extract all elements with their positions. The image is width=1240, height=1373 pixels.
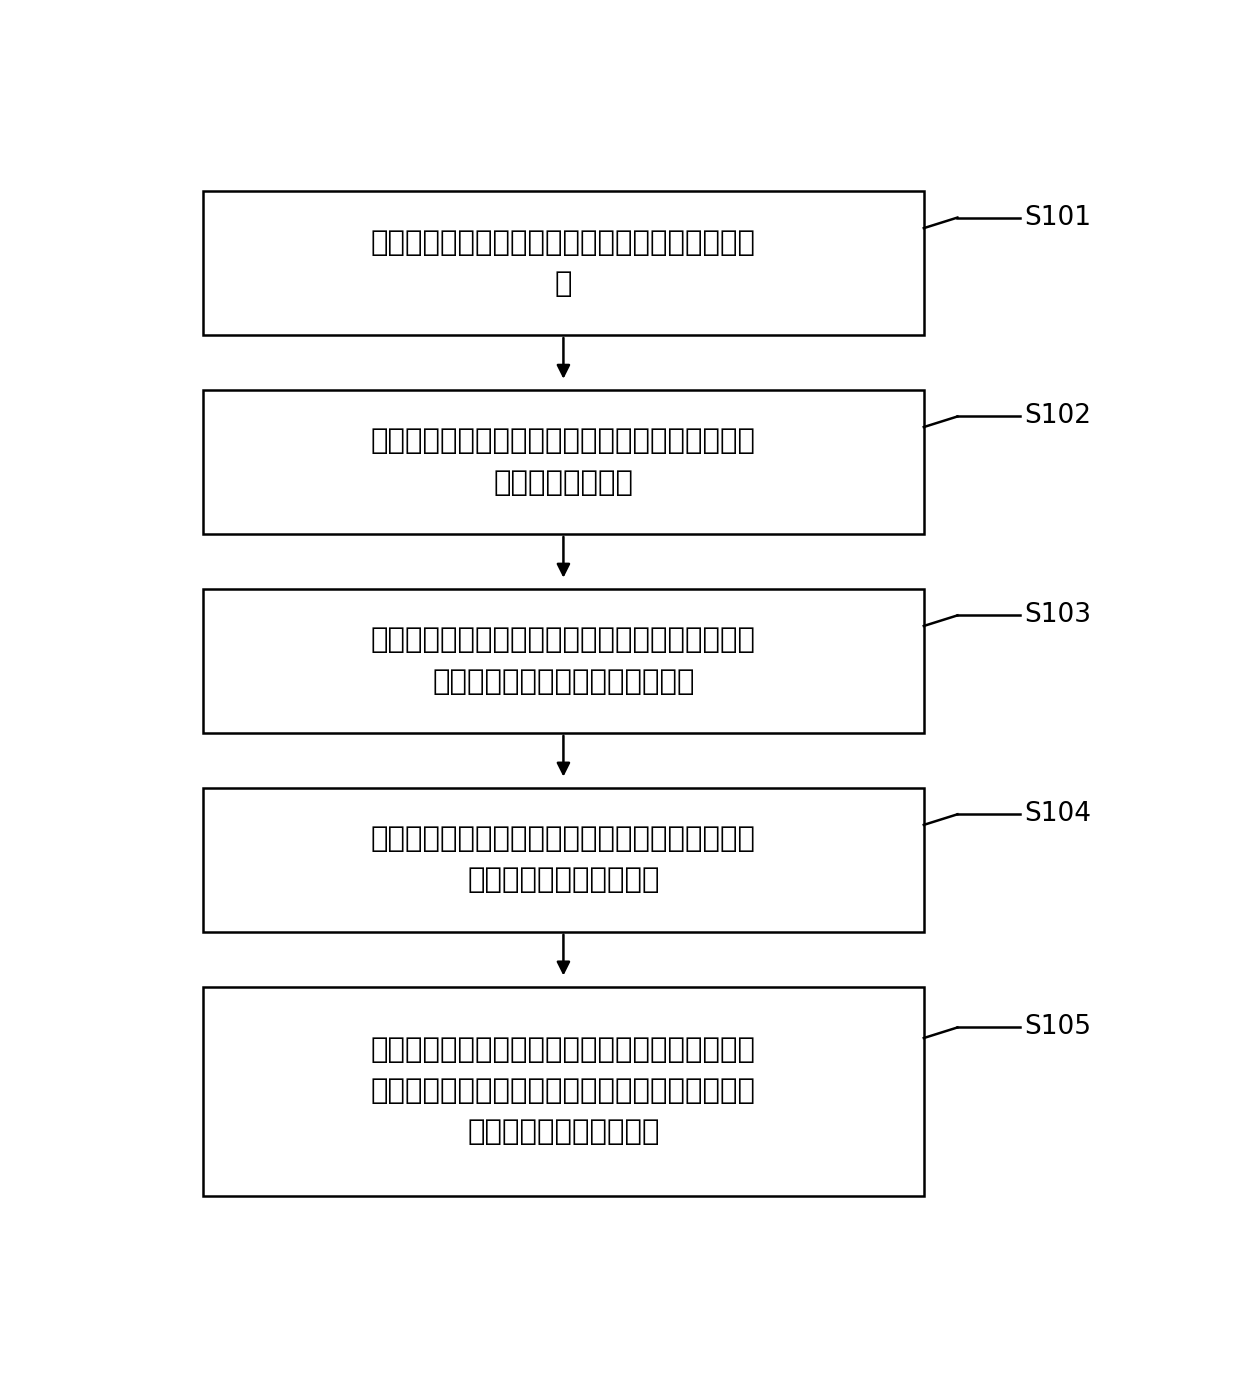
Text: S103: S103 [1024, 603, 1091, 629]
Text: S102: S102 [1024, 404, 1091, 430]
Bar [203, 987, 924, 1196]
Text: S105: S105 [1024, 1015, 1091, 1041]
Text: S104: S104 [1024, 802, 1091, 828]
Text: S101: S101 [1024, 205, 1091, 231]
Bar [203, 788, 924, 932]
Bar [203, 589, 924, 733]
Text: 利用脉冲中子源向次临界反应堆注入周期性脉冲中
子: 利用脉冲中子源向次临界反应堆注入周期性脉冲中 子 [371, 228, 756, 298]
Bar [203, 191, 924, 335]
Text: 在目标脉冲周期内，对目标时刻至脉冲周期的结束
时刻之间的中子计数率进行指数衰减拟合处理，获
得瞬发中子基波衰减常数: 在目标脉冲周期内，对目标时刻至脉冲周期的结束 时刻之间的中子计数率进行指数衰减拟… [371, 1037, 756, 1146]
Text: 获取次临界反应堆内不同位置在目标脉冲周期内的
中子计数率时间谱: 获取次临界反应堆内不同位置在目标脉冲周期内的 中子计数率时间谱 [371, 427, 756, 497]
Text: 利用相对中子计数率时间谱，确定出瞬发中子高阶
谐波衰减完毕的目标时刻: 利用相对中子计数率时间谱，确定出瞬发中子高阶 谐波衰减完毕的目标时刻 [371, 825, 756, 894]
Text: 对获取到的不同位置的中子计数率时间谱进行比值
计算，获得相对中子计数率时间谱: 对获取到的不同位置的中子计数率时间谱进行比值 计算，获得相对中子计数率时间谱 [371, 626, 756, 696]
Bar [203, 390, 924, 534]
